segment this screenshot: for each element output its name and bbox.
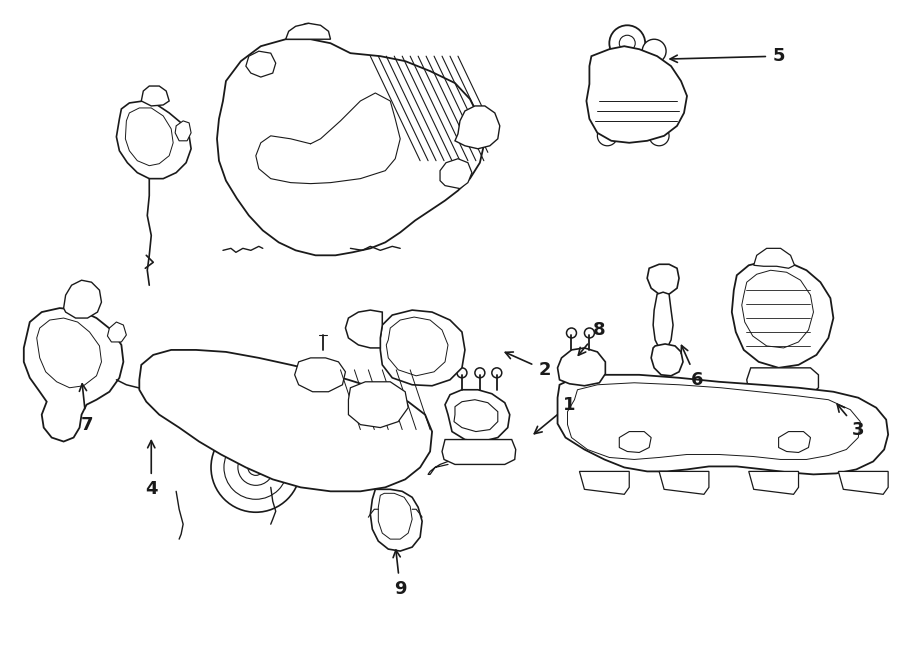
Polygon shape [749, 471, 798, 494]
Circle shape [211, 422, 301, 512]
Circle shape [274, 84, 338, 148]
Text: 1: 1 [535, 396, 576, 434]
Circle shape [273, 158, 348, 233]
Polygon shape [23, 308, 123, 442]
Polygon shape [647, 264, 679, 294]
Polygon shape [348, 382, 409, 428]
Polygon shape [442, 440, 516, 465]
Text: 5: 5 [670, 47, 785, 65]
Polygon shape [455, 106, 500, 149]
Polygon shape [839, 471, 888, 494]
Polygon shape [659, 471, 709, 494]
Text: 4: 4 [145, 441, 158, 498]
Polygon shape [141, 86, 169, 106]
Text: 9: 9 [393, 550, 407, 598]
Polygon shape [747, 368, 818, 402]
Polygon shape [587, 46, 687, 143]
Circle shape [643, 39, 666, 63]
Polygon shape [753, 249, 795, 268]
Polygon shape [653, 292, 673, 348]
Polygon shape [445, 390, 509, 442]
Polygon shape [176, 121, 191, 141]
Polygon shape [285, 23, 330, 39]
Polygon shape [381, 310, 465, 386]
Polygon shape [246, 51, 275, 77]
Polygon shape [140, 350, 432, 491]
Text: 7: 7 [79, 384, 93, 434]
Polygon shape [346, 310, 382, 348]
Circle shape [259, 144, 363, 247]
Polygon shape [116, 101, 191, 178]
Text: 8: 8 [579, 321, 606, 355]
Text: 3: 3 [837, 405, 865, 439]
Text: 6: 6 [681, 346, 703, 389]
Circle shape [284, 94, 328, 137]
Polygon shape [580, 471, 629, 494]
Polygon shape [107, 322, 126, 342]
Circle shape [345, 70, 376, 102]
Circle shape [609, 25, 645, 61]
Polygon shape [64, 280, 102, 318]
Polygon shape [440, 159, 472, 188]
Polygon shape [294, 358, 346, 392]
Polygon shape [557, 375, 888, 475]
Polygon shape [652, 344, 683, 376]
Polygon shape [557, 348, 606, 386]
Polygon shape [217, 39, 485, 255]
Text: 2: 2 [505, 352, 551, 379]
Circle shape [377, 158, 413, 194]
Polygon shape [370, 489, 422, 551]
Polygon shape [732, 260, 833, 368]
Circle shape [224, 436, 288, 499]
